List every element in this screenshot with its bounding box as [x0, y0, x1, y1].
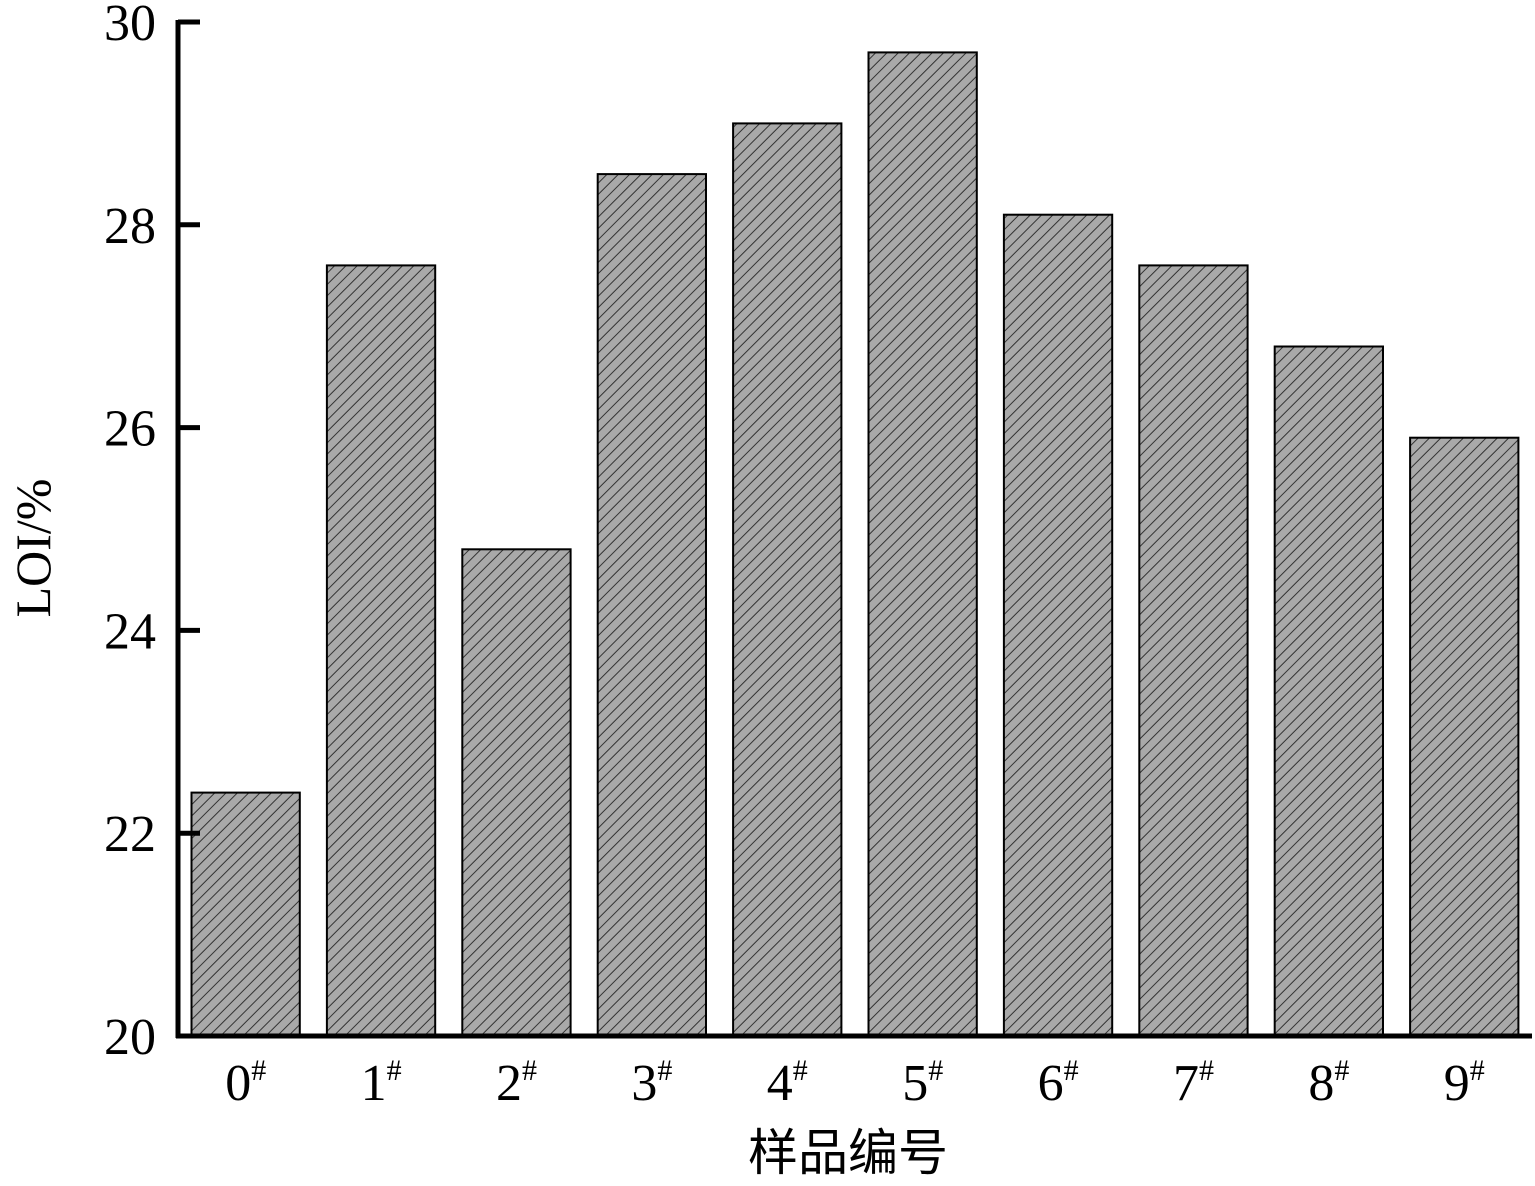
y-tick-label-28: 28 — [104, 198, 156, 255]
axes-layer — [175, 19, 1532, 1039]
bar-7 — [1138, 264, 1249, 1037]
y-tick-label-20: 20 — [104, 1009, 156, 1066]
bars-layer — [190, 51, 1520, 1038]
bar-5 — [867, 51, 978, 1037]
bar-9 — [1409, 436, 1520, 1037]
y-tick-label-26: 26 — [104, 401, 156, 458]
bar-6 — [1002, 213, 1114, 1037]
x-tick-label-3: 3# — [631, 1054, 672, 1112]
x-tick-label-5: 5# — [902, 1054, 943, 1112]
y-tick-label-24: 24 — [104, 603, 156, 660]
x-tick-label-0: 0# — [225, 1054, 266, 1112]
x-axis-title: 样品编号 — [748, 1125, 948, 1181]
x-tick-label-6: 6# — [1038, 1054, 1079, 1112]
y-tick-label-22: 22 — [104, 806, 156, 863]
x-tick-label-7: 7# — [1173, 1054, 1214, 1112]
y-axis-title: LOI/% — [5, 479, 61, 618]
x-tick-label-1: 1# — [361, 1054, 402, 1112]
x-tick-label-9: 9# — [1444, 1054, 1485, 1112]
x-tick-label-8: 8# — [1308, 1054, 1349, 1112]
bar-2 — [461, 548, 572, 1037]
x-tick-label-4: 4# — [767, 1054, 808, 1112]
bar-3 — [596, 173, 708, 1038]
x-tick-label-2: 2# — [496, 1054, 537, 1112]
bar-8 — [1273, 345, 1384, 1037]
bar-1 — [325, 264, 437, 1037]
y-tick-label-30: 30 — [104, 0, 156, 52]
bar-4 — [732, 122, 843, 1037]
labels-layer: 20 22 24 26 28 30 0# 1# 2# 3# 4# 5# 6# 7# 8# 9# — [104, 0, 1485, 1112]
bar-0 — [190, 791, 301, 1037]
